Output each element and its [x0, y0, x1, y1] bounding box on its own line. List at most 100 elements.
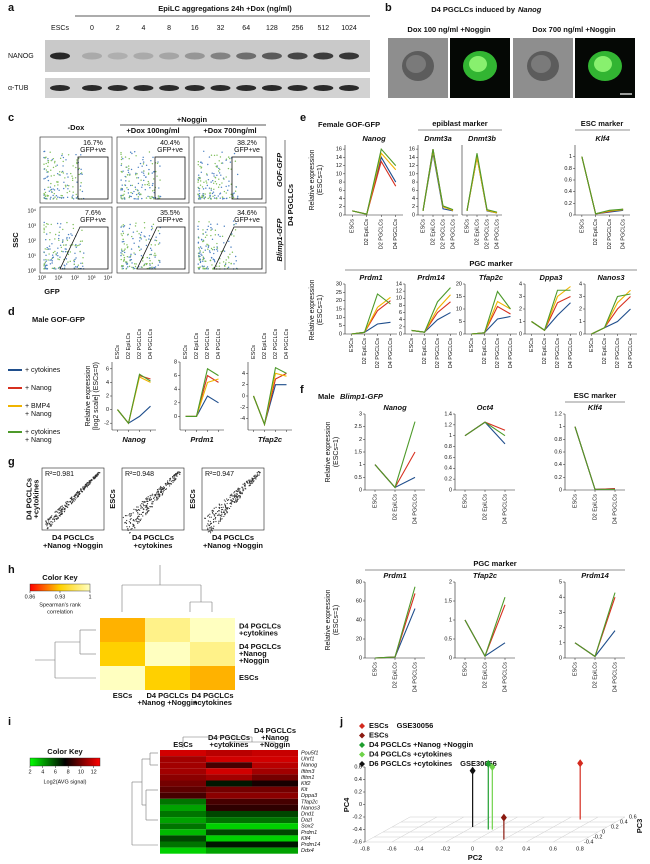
- flow-plot: [39, 206, 113, 274]
- gene-point: [246, 481, 249, 483]
- flow-event: [71, 234, 73, 237]
- x-tick-label: D2 EpiLCs: [392, 662, 398, 689]
- legend-marker: [359, 761, 365, 767]
- flow-event: [197, 178, 199, 180]
- gene-point: [90, 479, 92, 481]
- flow-event: [216, 174, 218, 177]
- flow-event: [208, 187, 211, 189]
- flow-event: [145, 197, 148, 199]
- plot-title: Prdm14: [417, 273, 445, 282]
- flow-event: [52, 267, 55, 270]
- flow-event: [45, 226, 47, 228]
- flow-event: [203, 197, 205, 199]
- series-line: [464, 421, 506, 445]
- y-tick-label: 0.6: [444, 455, 452, 461]
- flow-event: [210, 256, 213, 259]
- flow-event: [120, 164, 122, 167]
- gene-label: Kit: [301, 787, 308, 793]
- series-line: [185, 367, 219, 417]
- flow-event: [137, 198, 140, 200]
- gene-point: [68, 504, 70, 506]
- gate: [154, 156, 186, 200]
- blot-band: [159, 85, 180, 91]
- gene-point: [247, 482, 249, 484]
- key-title: Color Key: [47, 747, 83, 756]
- gene-point: [169, 480, 171, 482]
- flow-event: [148, 238, 150, 240]
- flow-event: [199, 161, 202, 163]
- blot-band: [82, 52, 102, 60]
- gene-point: [153, 497, 155, 500]
- y-tick-label: 0: [106, 407, 109, 413]
- flow-event: [144, 236, 146, 238]
- legend-label: GSE30056: [397, 721, 434, 730]
- flow-event: [225, 176, 227, 178]
- flow-event: [212, 258, 215, 260]
- x-tick-label: 0.8: [576, 846, 584, 852]
- flow-event: [82, 265, 84, 267]
- heatmap-cell: [252, 750, 298, 757]
- heatmap-cell: [206, 762, 252, 769]
- gene-point: [53, 516, 55, 518]
- lane-label: 4: [141, 25, 145, 32]
- flow-event: [214, 176, 216, 179]
- lane-label: 32: [217, 25, 225, 32]
- y-tick-label: 0.8: [564, 166, 572, 172]
- flow-event: [223, 197, 225, 200]
- y-tick-label: 8: [174, 359, 177, 365]
- flow-event: [147, 195, 149, 198]
- flow-event: [81, 262, 84, 264]
- gene-point: [174, 478, 176, 480]
- x-tick-label: 0: [471, 846, 474, 852]
- heatmap-cell: [160, 835, 206, 842]
- flow-event: [62, 239, 64, 241]
- flow-event: [198, 255, 200, 257]
- x-tick-label: D2 PGCLCs: [273, 328, 279, 359]
- heatmap-cell: [252, 780, 298, 787]
- gene-point: [73, 498, 75, 500]
- flow-event: [73, 263, 76, 265]
- gene-point: [147, 506, 149, 509]
- y-tick-label: -2: [104, 421, 109, 427]
- flow-event: [135, 193, 138, 196]
- series-line: [464, 619, 506, 657]
- flow-event: [46, 268, 49, 270]
- flow-event: [123, 251, 126, 254]
- gene-point: [209, 523, 212, 525]
- gene-point: [258, 474, 260, 476]
- lane-label: ESCs: [51, 25, 69, 32]
- flow-event: [62, 228, 64, 231]
- gene-point: [134, 527, 136, 529]
- flow-event: [51, 254, 54, 256]
- gene-point: [130, 517, 132, 520]
- series-line: [574, 426, 616, 490]
- blot: [45, 78, 370, 98]
- flow-event: [72, 165, 74, 167]
- gene-point: [156, 488, 159, 491]
- gene-point: [146, 500, 149, 502]
- flow-event: [120, 163, 123, 165]
- gene-point: [55, 515, 58, 517]
- gene-point: [224, 503, 226, 505]
- gene-point: [214, 516, 217, 519]
- y-tick-label: 2: [339, 204, 342, 210]
- flow-event: [57, 237, 60, 240]
- flow-event: [158, 242, 161, 244]
- gfp-signal: [594, 56, 612, 72]
- gene-point: [161, 491, 163, 493]
- flow-event: [47, 223, 49, 226]
- y-tick-label: 1: [579, 319, 582, 325]
- flow-event: [44, 177, 46, 180]
- gene-point: [236, 500, 238, 502]
- gene-point: [135, 520, 138, 522]
- gene-point: [129, 519, 131, 521]
- gene-point: [221, 504, 223, 506]
- axis-title: (ESCs=1): [333, 437, 340, 468]
- gene-point: [149, 494, 151, 497]
- legend-label: + Nanog: [25, 411, 52, 418]
- flow-event: [83, 252, 85, 254]
- flow-event: [61, 171, 63, 173]
- gene-point: [71, 496, 73, 498]
- axis-title: Relative expression: [309, 279, 316, 340]
- flow-event: [153, 191, 155, 194]
